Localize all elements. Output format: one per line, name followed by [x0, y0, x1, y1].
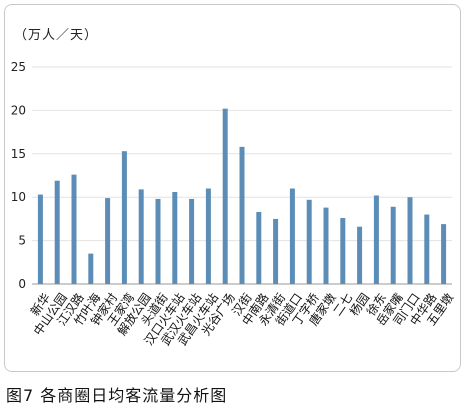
- bar: [390, 206, 396, 284]
- bar: [88, 253, 94, 284]
- bar: [222, 108, 228, 284]
- bar: [340, 218, 346, 284]
- bar: [373, 195, 379, 284]
- y-tick-label: 25: [11, 60, 26, 74]
- bar: [54, 180, 60, 284]
- bar: [306, 199, 312, 284]
- figure-caption: 图7 各商圈日均客流量分析图: [6, 386, 228, 405]
- bar: [121, 151, 127, 284]
- bar: [37, 194, 43, 284]
- bar: [273, 218, 279, 284]
- bar: [407, 197, 413, 284]
- bar: [357, 226, 363, 284]
- bar: [441, 224, 447, 284]
- y-tick-label: 0: [18, 277, 26, 291]
- y-tick-label: 10: [11, 190, 26, 204]
- y-tick-label: 15: [11, 147, 26, 161]
- bar: [424, 214, 430, 284]
- unit-label: （万人／天）: [14, 28, 99, 43]
- bar: [138, 189, 144, 284]
- bar: [256, 211, 262, 284]
- bar: [289, 188, 295, 284]
- y-tick-label: 5: [18, 234, 26, 248]
- bar: [239, 146, 245, 284]
- bar: [71, 174, 77, 284]
- bar: [205, 188, 211, 284]
- chart-frame: [4, 4, 461, 372]
- y-tick-label: 20: [11, 103, 26, 117]
- bar: [189, 198, 195, 284]
- bar: [323, 207, 329, 284]
- bar: [155, 198, 161, 284]
- bar: [105, 198, 111, 284]
- bar: [172, 191, 178, 284]
